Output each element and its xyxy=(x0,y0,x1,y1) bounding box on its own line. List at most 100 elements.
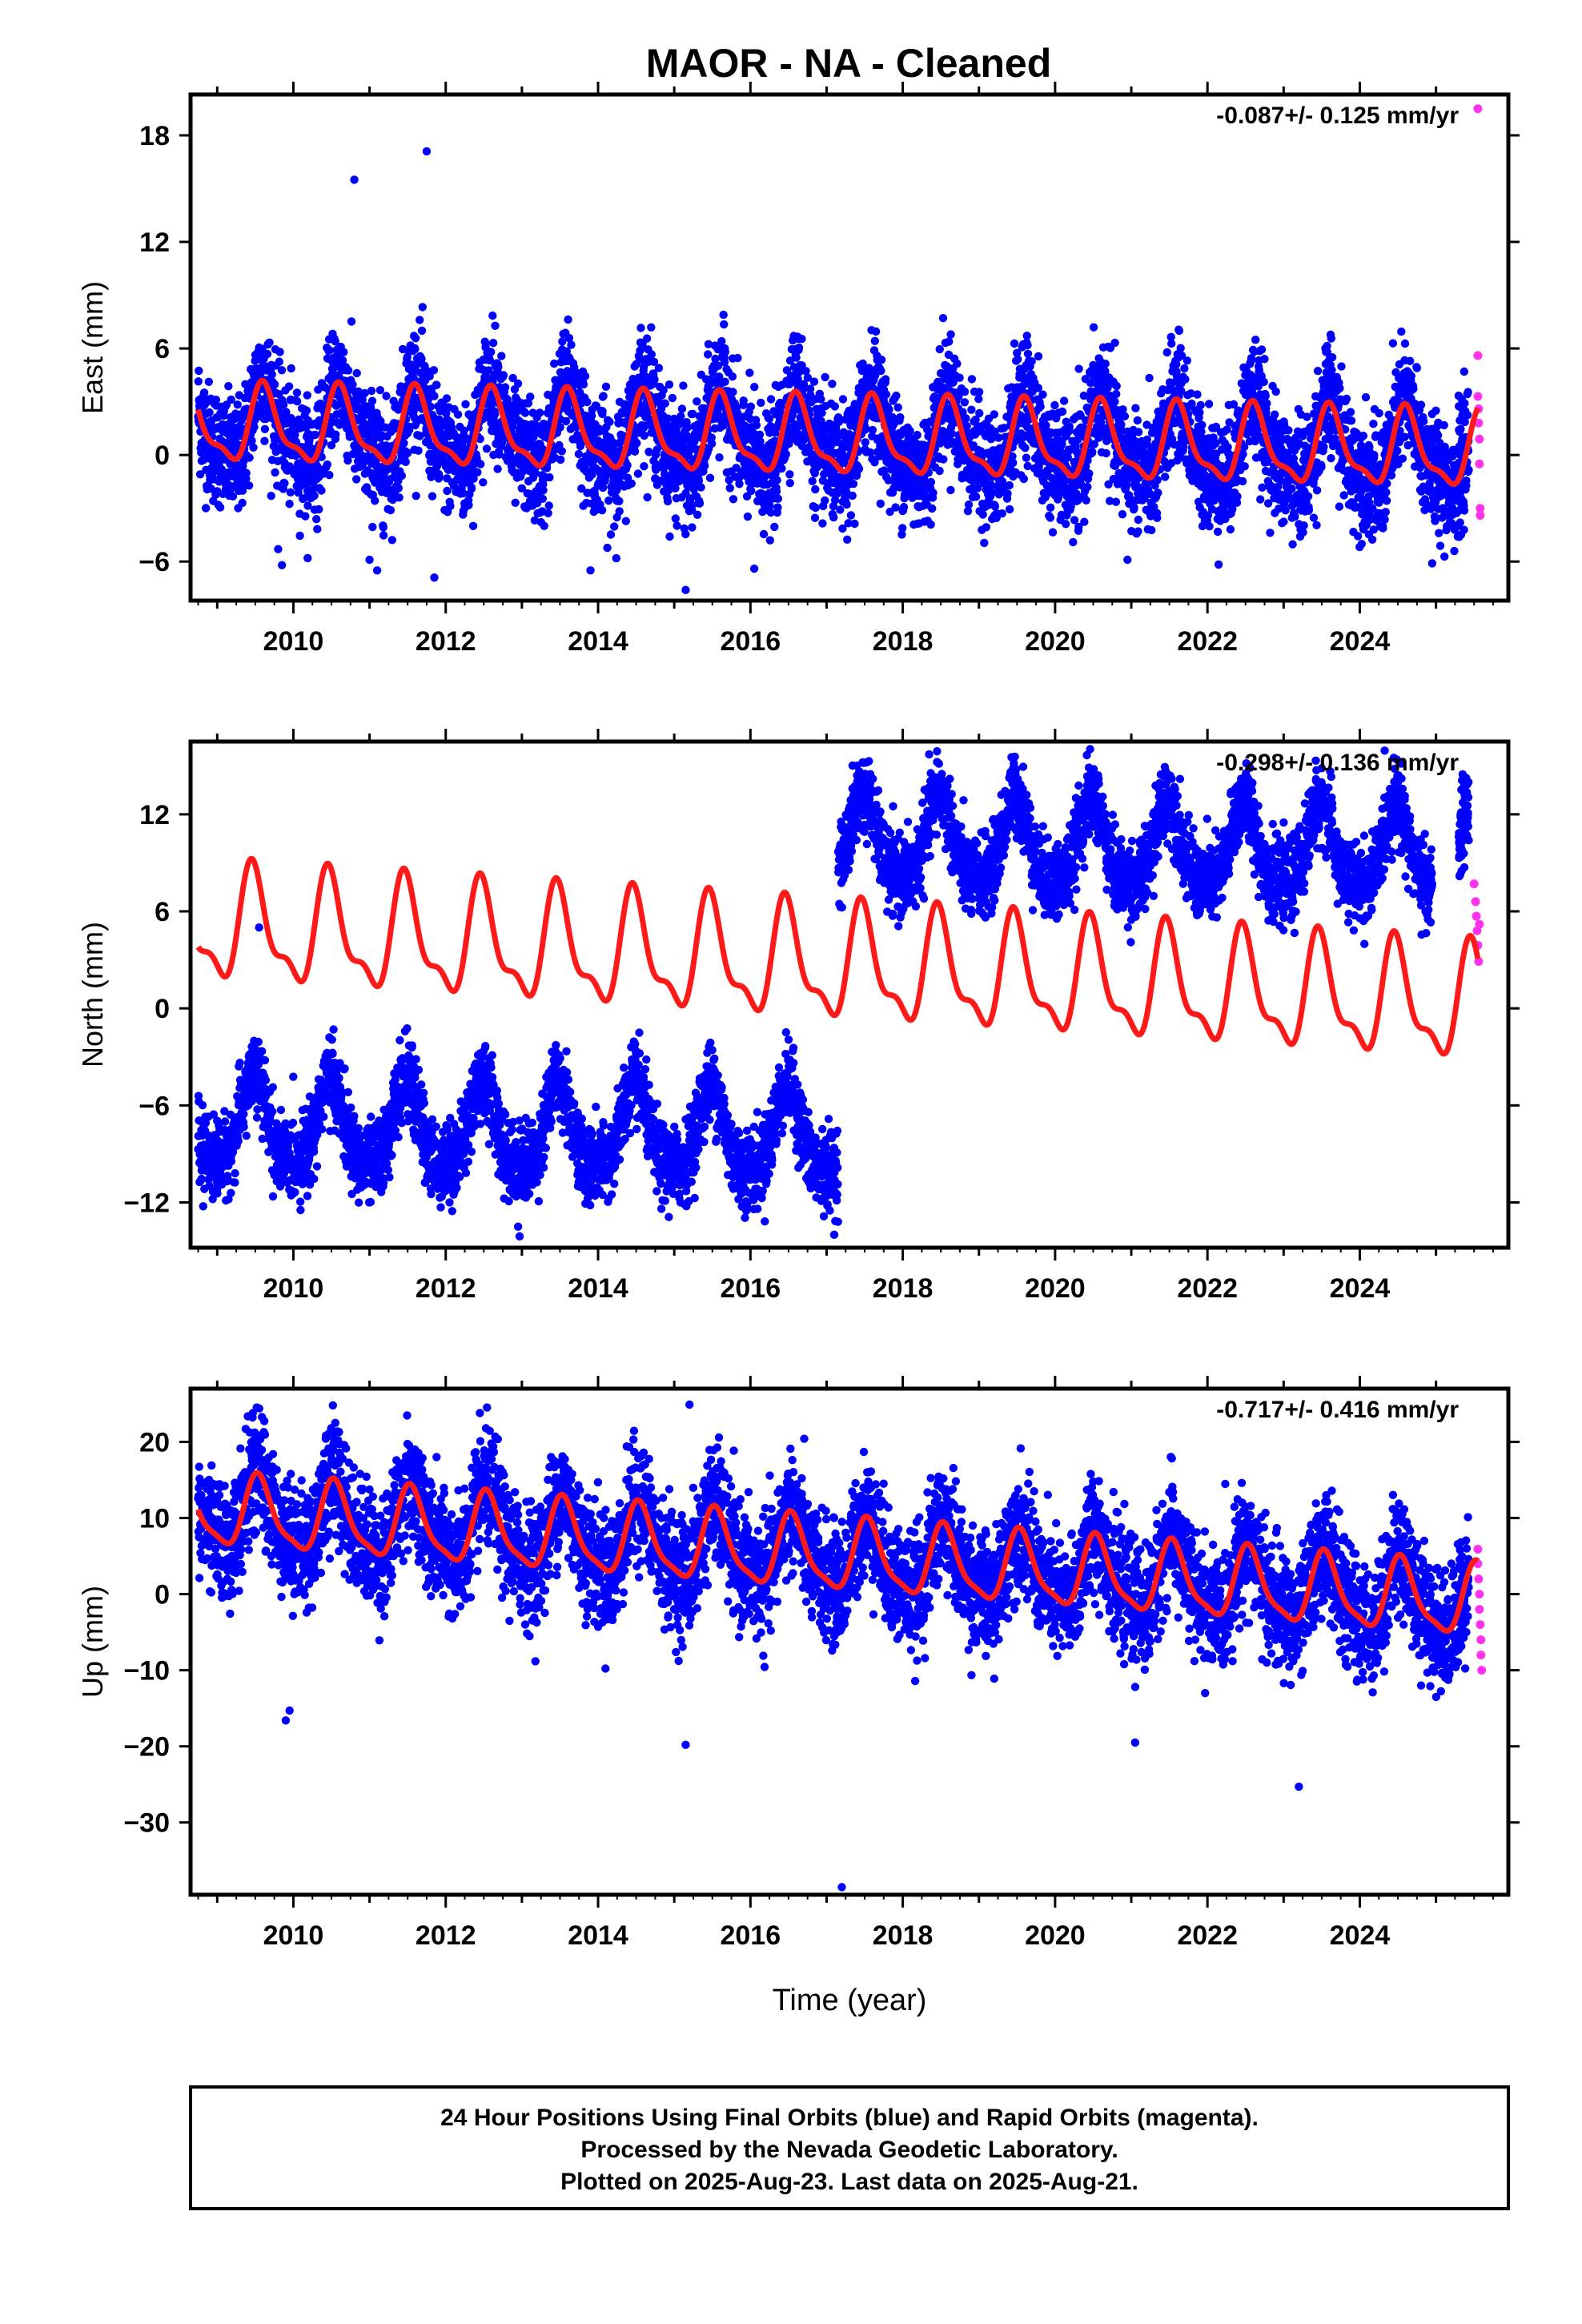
final-point xyxy=(583,397,592,407)
final-point xyxy=(843,535,852,544)
final-point xyxy=(343,366,353,375)
final-point xyxy=(671,514,680,523)
final-point xyxy=(491,321,500,330)
final-point xyxy=(416,316,424,324)
final-point xyxy=(387,536,396,545)
final-point xyxy=(485,356,495,365)
final-point xyxy=(382,392,391,400)
final-point xyxy=(1062,520,1070,529)
final-point xyxy=(313,525,322,533)
final-point xyxy=(990,502,1000,511)
final-point xyxy=(417,326,427,336)
final-point xyxy=(453,410,463,419)
final-point xyxy=(1153,513,1162,522)
final-point xyxy=(526,392,535,401)
final-point xyxy=(293,397,302,406)
final-point xyxy=(1154,489,1162,497)
final-point xyxy=(312,515,321,524)
final-point xyxy=(1046,513,1055,522)
final-point xyxy=(325,471,334,480)
final-point xyxy=(612,553,620,563)
final-point xyxy=(962,422,971,431)
final-point xyxy=(810,513,820,522)
final-point xyxy=(681,529,690,539)
final-point xyxy=(211,396,221,404)
final-point xyxy=(1014,355,1022,364)
final-point xyxy=(227,395,235,404)
final-point xyxy=(891,503,900,512)
final-point xyxy=(244,481,254,490)
final-point xyxy=(574,449,584,459)
final-point xyxy=(881,375,890,384)
final-point xyxy=(379,523,387,532)
final-point xyxy=(772,487,781,496)
final-point xyxy=(704,350,713,359)
final-point xyxy=(605,417,614,426)
final-point xyxy=(1134,515,1143,525)
final-point xyxy=(224,382,233,391)
final-point xyxy=(745,368,754,377)
final-point xyxy=(476,434,484,444)
final-point xyxy=(1130,503,1138,513)
final-point xyxy=(418,303,427,312)
chart-title: MAOR - NA - Cleaned xyxy=(646,41,1052,86)
final-point xyxy=(892,392,901,400)
final-point xyxy=(1048,528,1058,537)
final-point xyxy=(632,439,641,448)
final-point xyxy=(811,485,820,494)
final-point xyxy=(962,414,970,423)
final-point xyxy=(524,399,533,408)
final-point xyxy=(960,398,970,407)
final-point xyxy=(561,416,571,426)
final-point xyxy=(414,446,423,455)
final-point xyxy=(998,509,1006,518)
final-point xyxy=(1205,522,1214,531)
final-point xyxy=(729,495,738,504)
final-point xyxy=(530,516,540,525)
final-point xyxy=(1161,472,1170,481)
final-point xyxy=(323,460,331,469)
final-point xyxy=(1204,400,1214,408)
final-point xyxy=(715,453,724,462)
final-point xyxy=(564,315,572,324)
final-point xyxy=(935,344,945,354)
final-point xyxy=(747,486,756,496)
final-point xyxy=(615,497,624,505)
final-point xyxy=(1131,404,1140,412)
final-point xyxy=(310,491,319,501)
final-point xyxy=(513,379,523,388)
final-point xyxy=(443,486,452,496)
final-point xyxy=(721,377,729,386)
final-point xyxy=(701,461,709,470)
final-point xyxy=(381,423,390,432)
final-point xyxy=(435,472,444,481)
final-point xyxy=(386,505,396,515)
final-point xyxy=(327,440,336,450)
final-point xyxy=(265,338,274,347)
final-point xyxy=(794,343,804,352)
final-point xyxy=(720,320,729,329)
final-point xyxy=(412,492,420,501)
final-point xyxy=(679,381,688,390)
final-point xyxy=(404,448,412,457)
final-point xyxy=(295,531,304,541)
final-point xyxy=(1223,425,1231,434)
final-point xyxy=(544,509,552,517)
final-point xyxy=(271,468,279,477)
final-point xyxy=(558,337,567,346)
final-point xyxy=(945,337,954,346)
final-point xyxy=(428,492,437,501)
final-point xyxy=(432,380,441,389)
final-point xyxy=(245,453,254,462)
final-point xyxy=(1198,420,1207,429)
final-point xyxy=(846,511,856,520)
final-point xyxy=(397,471,406,480)
final-point xyxy=(292,388,302,397)
final-point xyxy=(529,432,538,441)
final-point xyxy=(885,405,893,414)
final-point xyxy=(665,380,674,389)
final-point xyxy=(303,501,312,510)
final-point xyxy=(429,366,439,375)
final-point xyxy=(482,444,492,453)
final-point xyxy=(1080,517,1089,526)
